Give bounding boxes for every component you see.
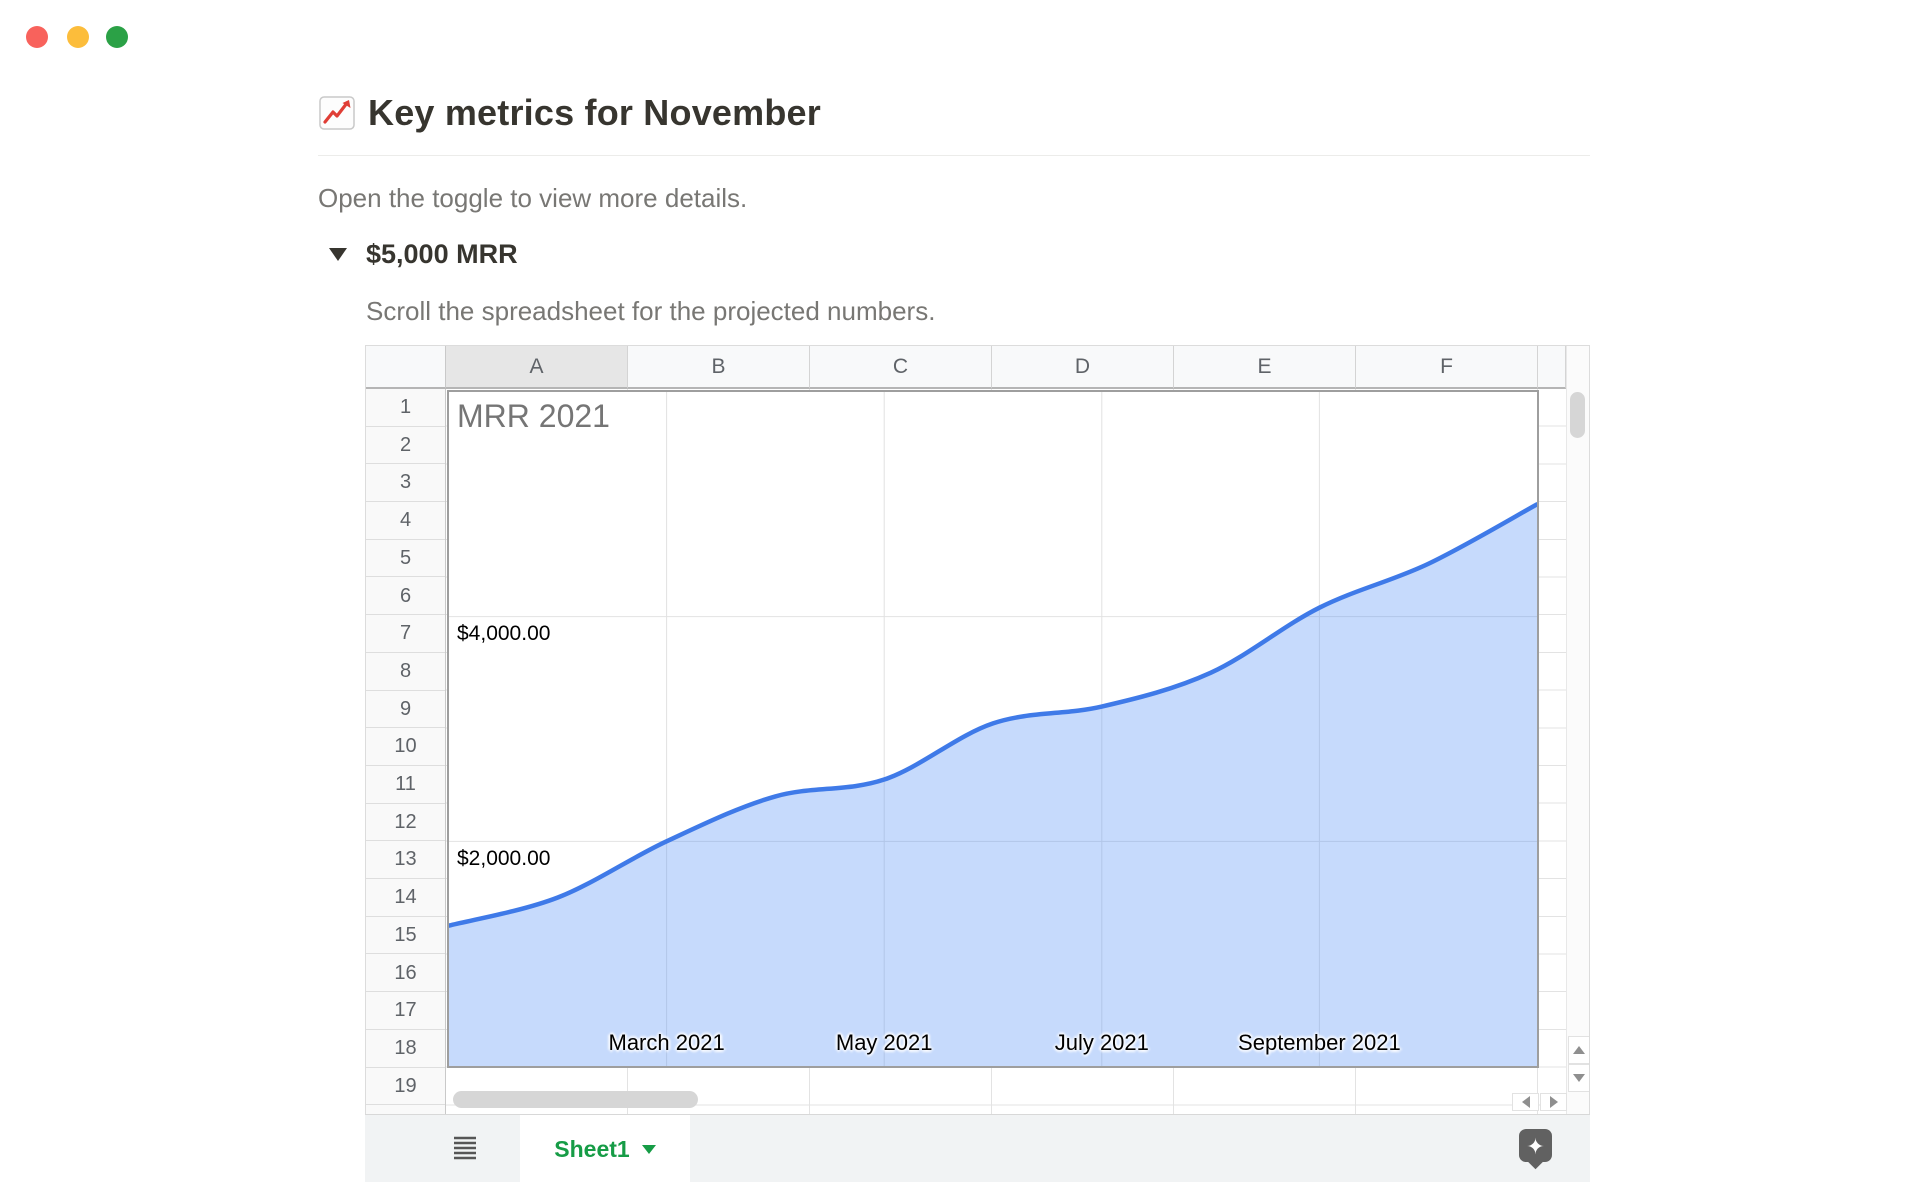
explore-button[interactable]: ✦ [1519, 1129, 1552, 1170]
explore-star-icon: ✦ [1526, 1133, 1545, 1159]
column-header-A[interactable]: A [446, 346, 628, 389]
row-header-9[interactable]: 9 [366, 690, 445, 729]
column-header-partial[interactable] [1538, 346, 1566, 389]
row-header-7[interactable]: 7 [366, 615, 445, 653]
row-header-11[interactable]: 11 [366, 766, 445, 804]
row-header-16[interactable]: 16 [366, 954, 445, 993]
row-header-17[interactable]: 17 [366, 992, 445, 1030]
toggle-note-text: Scroll the spreadsheet for the projected… [366, 296, 936, 326]
column-header-F[interactable]: F [1356, 346, 1538, 389]
area-chart [449, 392, 1537, 1066]
x-axis-label-september-2021: September 2021 [1238, 1030, 1401, 1055]
row-header-3[interactable]: 3 [366, 464, 445, 503]
row-header-12[interactable]: 12 [366, 803, 445, 842]
row-header-8[interactable]: 8 [366, 652, 445, 691]
chart-increasing-emoji-icon [319, 96, 355, 130]
toggle-label[interactable]: $5,000 MRR [366, 239, 518, 269]
column-header-D[interactable]: D [992, 346, 1174, 389]
row-header-6[interactable]: 6 [366, 577, 445, 616]
y-axis-label-2000: $2,000.00 [457, 847, 551, 870]
sheet-tab[interactable]: Sheet1 [520, 1115, 690, 1183]
x-axis-label-may-2021: May 2021 [835, 1030, 933, 1055]
row-headers: 1 2 3 4 5 6 7 8 9 10 11 12 13 14 15 16 17 18 19 [366, 389, 446, 1114]
row-header-5[interactable]: 5 [366, 539, 445, 578]
intro-text: Open the toggle to view more details. [318, 183, 748, 213]
row-header-1[interactable]: 1 [366, 389, 445, 427]
scroll-up-button[interactable] [1568, 1036, 1589, 1064]
select-all-corner[interactable] [366, 346, 446, 389]
vertical-scrollbar-gutter [1566, 346, 1589, 1114]
triangle-right-icon [1549, 1096, 1558, 1108]
scroll-left-button[interactable] [1512, 1093, 1539, 1111]
window-close-button[interactable] [26, 26, 48, 48]
title-divider [318, 155, 1590, 156]
window-minimize-button[interactable] [67, 26, 89, 48]
scroll-right-button[interactable] [1540, 1093, 1567, 1111]
x-axis-label-march-2021: March 2021 [608, 1030, 725, 1055]
column-header-E[interactable]: E [1174, 346, 1356, 389]
x-axis-label-july-2021: July 2021 [1054, 1030, 1149, 1055]
row-header-10[interactable]: 10 [366, 728, 445, 766]
scroll-down-button[interactable] [1568, 1064, 1589, 1092]
row-header-4[interactable]: 4 [366, 502, 445, 540]
page-title: Key metrics for November [368, 92, 821, 133]
chart-title: MRR 2021 [457, 398, 610, 434]
row-header-18[interactable]: 18 [366, 1029, 445, 1068]
row-header-2[interactable]: 2 [366, 426, 445, 465]
sheet-tab-label: Sheet1 [554, 1135, 630, 1162]
sheet-tab-dropdown-icon[interactable] [641, 1144, 656, 1154]
row-header-14[interactable]: 14 [366, 879, 445, 917]
row-header-13[interactable]: 13 [366, 841, 445, 880]
triangle-up-icon [1573, 1046, 1585, 1054]
all-sheets-menu-icon[interactable] [451, 1134, 479, 1162]
vertical-scrollbar-thumb[interactable] [1570, 392, 1585, 438]
column-header-B[interactable]: B [628, 346, 810, 389]
triangle-down-icon [1573, 1074, 1585, 1082]
window-zoom-button[interactable] [106, 26, 128, 48]
toggle-triangle-icon[interactable] [329, 248, 347, 261]
horizontal-scrollbar-thumb[interactable] [453, 1091, 698, 1108]
row-header-19[interactable]: 19 [366, 1067, 445, 1106]
triangle-left-icon [1521, 1096, 1530, 1108]
chart-object[interactable]: MRR 2021 $4,000.00 $2,000.00 March 2021 M… [447, 390, 1539, 1068]
column-header-C[interactable]: C [810, 346, 992, 389]
page-header: Key metrics for November [318, 92, 821, 134]
row-header-15[interactable]: 15 [366, 916, 445, 955]
sheet-tab-bar: Sheet1 ✦ [365, 1114, 1590, 1183]
y-axis-label-4000: $4,000.00 [457, 622, 551, 645]
